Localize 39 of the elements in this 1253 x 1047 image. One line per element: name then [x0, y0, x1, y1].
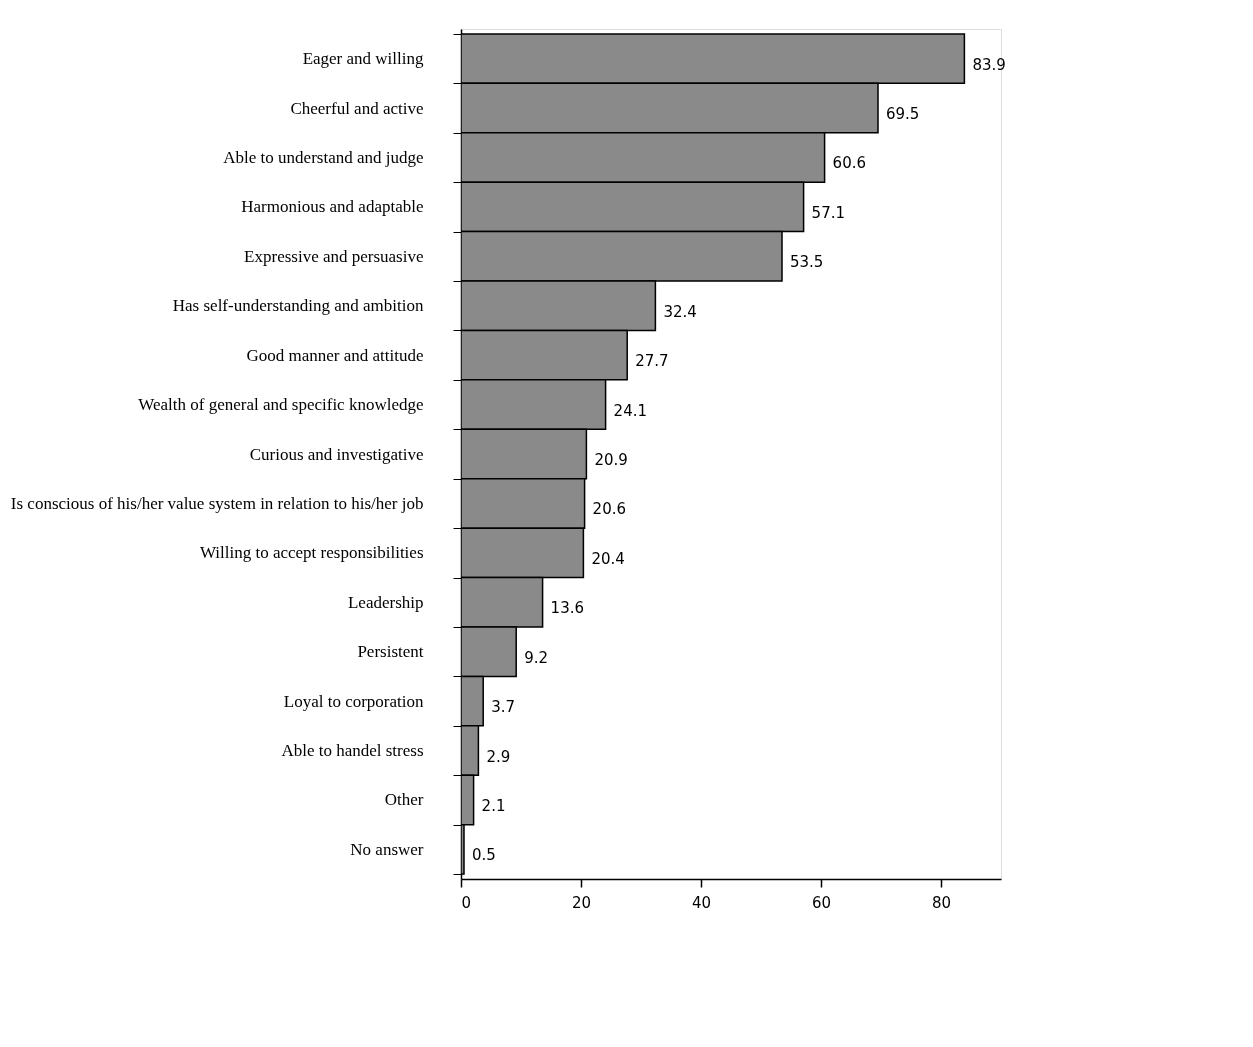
y-tick-label: Harmonious and adaptable — [241, 197, 424, 217]
data-label: 27.7 — [635, 352, 669, 371]
y-tick-label: Leadership — [347, 592, 424, 612]
data-label: 60.6 — [832, 154, 867, 173]
y-tick-label: Expressive and persuasive — [244, 246, 424, 266]
data-label: 53.5 — [790, 253, 824, 272]
y-tick-label: Other — [384, 790, 424, 810]
data-label: 13.6 — [550, 599, 585, 618]
data-label: 20.6 — [592, 500, 627, 519]
y-tick-label: Good manner and attitude — [246, 345, 424, 365]
y-tick-label: Able to understand and judge — [223, 147, 424, 167]
y-tick-label: No answer — [350, 839, 424, 859]
data-label: 2.9 — [486, 747, 511, 766]
x-tick-label: 0 — [461, 893, 472, 912]
data-label: 3.7 — [491, 698, 516, 717]
x-tick-label: 20 — [571, 893, 592, 912]
y-tick-label: Wealth of general and specific knowledge — [138, 395, 424, 415]
y-tick-label: Has self-understanding and ambition — [172, 296, 424, 316]
x-tick-label: 80 — [931, 893, 952, 912]
y-tick-label: Curious and investigative — [249, 444, 424, 464]
x-tick-label: 60 — [811, 893, 832, 912]
data-label: 2.1 — [481, 796, 506, 815]
data-label: 69.5 — [886, 105, 920, 124]
data-label: 9.2 — [524, 648, 549, 667]
y-tick-label: Loyal to corporation — [283, 691, 424, 711]
data-label: 20.4 — [591, 549, 625, 568]
x-tick-label: 40 — [691, 893, 712, 912]
data-label: 24.1 — [613, 401, 648, 420]
y-tick-label: Eager and willing — [302, 49, 424, 69]
y-tick-label: Is conscious of his/her value system in relation to his/her job — [10, 493, 424, 513]
y-tick-label: Willing to accept responsibilities — [199, 543, 424, 563]
data-label: 0.5 — [472, 846, 496, 865]
data-label: 83.9 — [972, 55, 1006, 74]
data-label: 32.4 — [663, 302, 697, 321]
y-tick-label: Cheerful and active — [290, 98, 424, 118]
data-label: 20.9 — [594, 451, 628, 469]
data-label: 57.1 — [811, 203, 846, 222]
y-tick-label: Persistent — [357, 642, 424, 662]
y-tick-label: Able to handel stress — [281, 741, 424, 761]
